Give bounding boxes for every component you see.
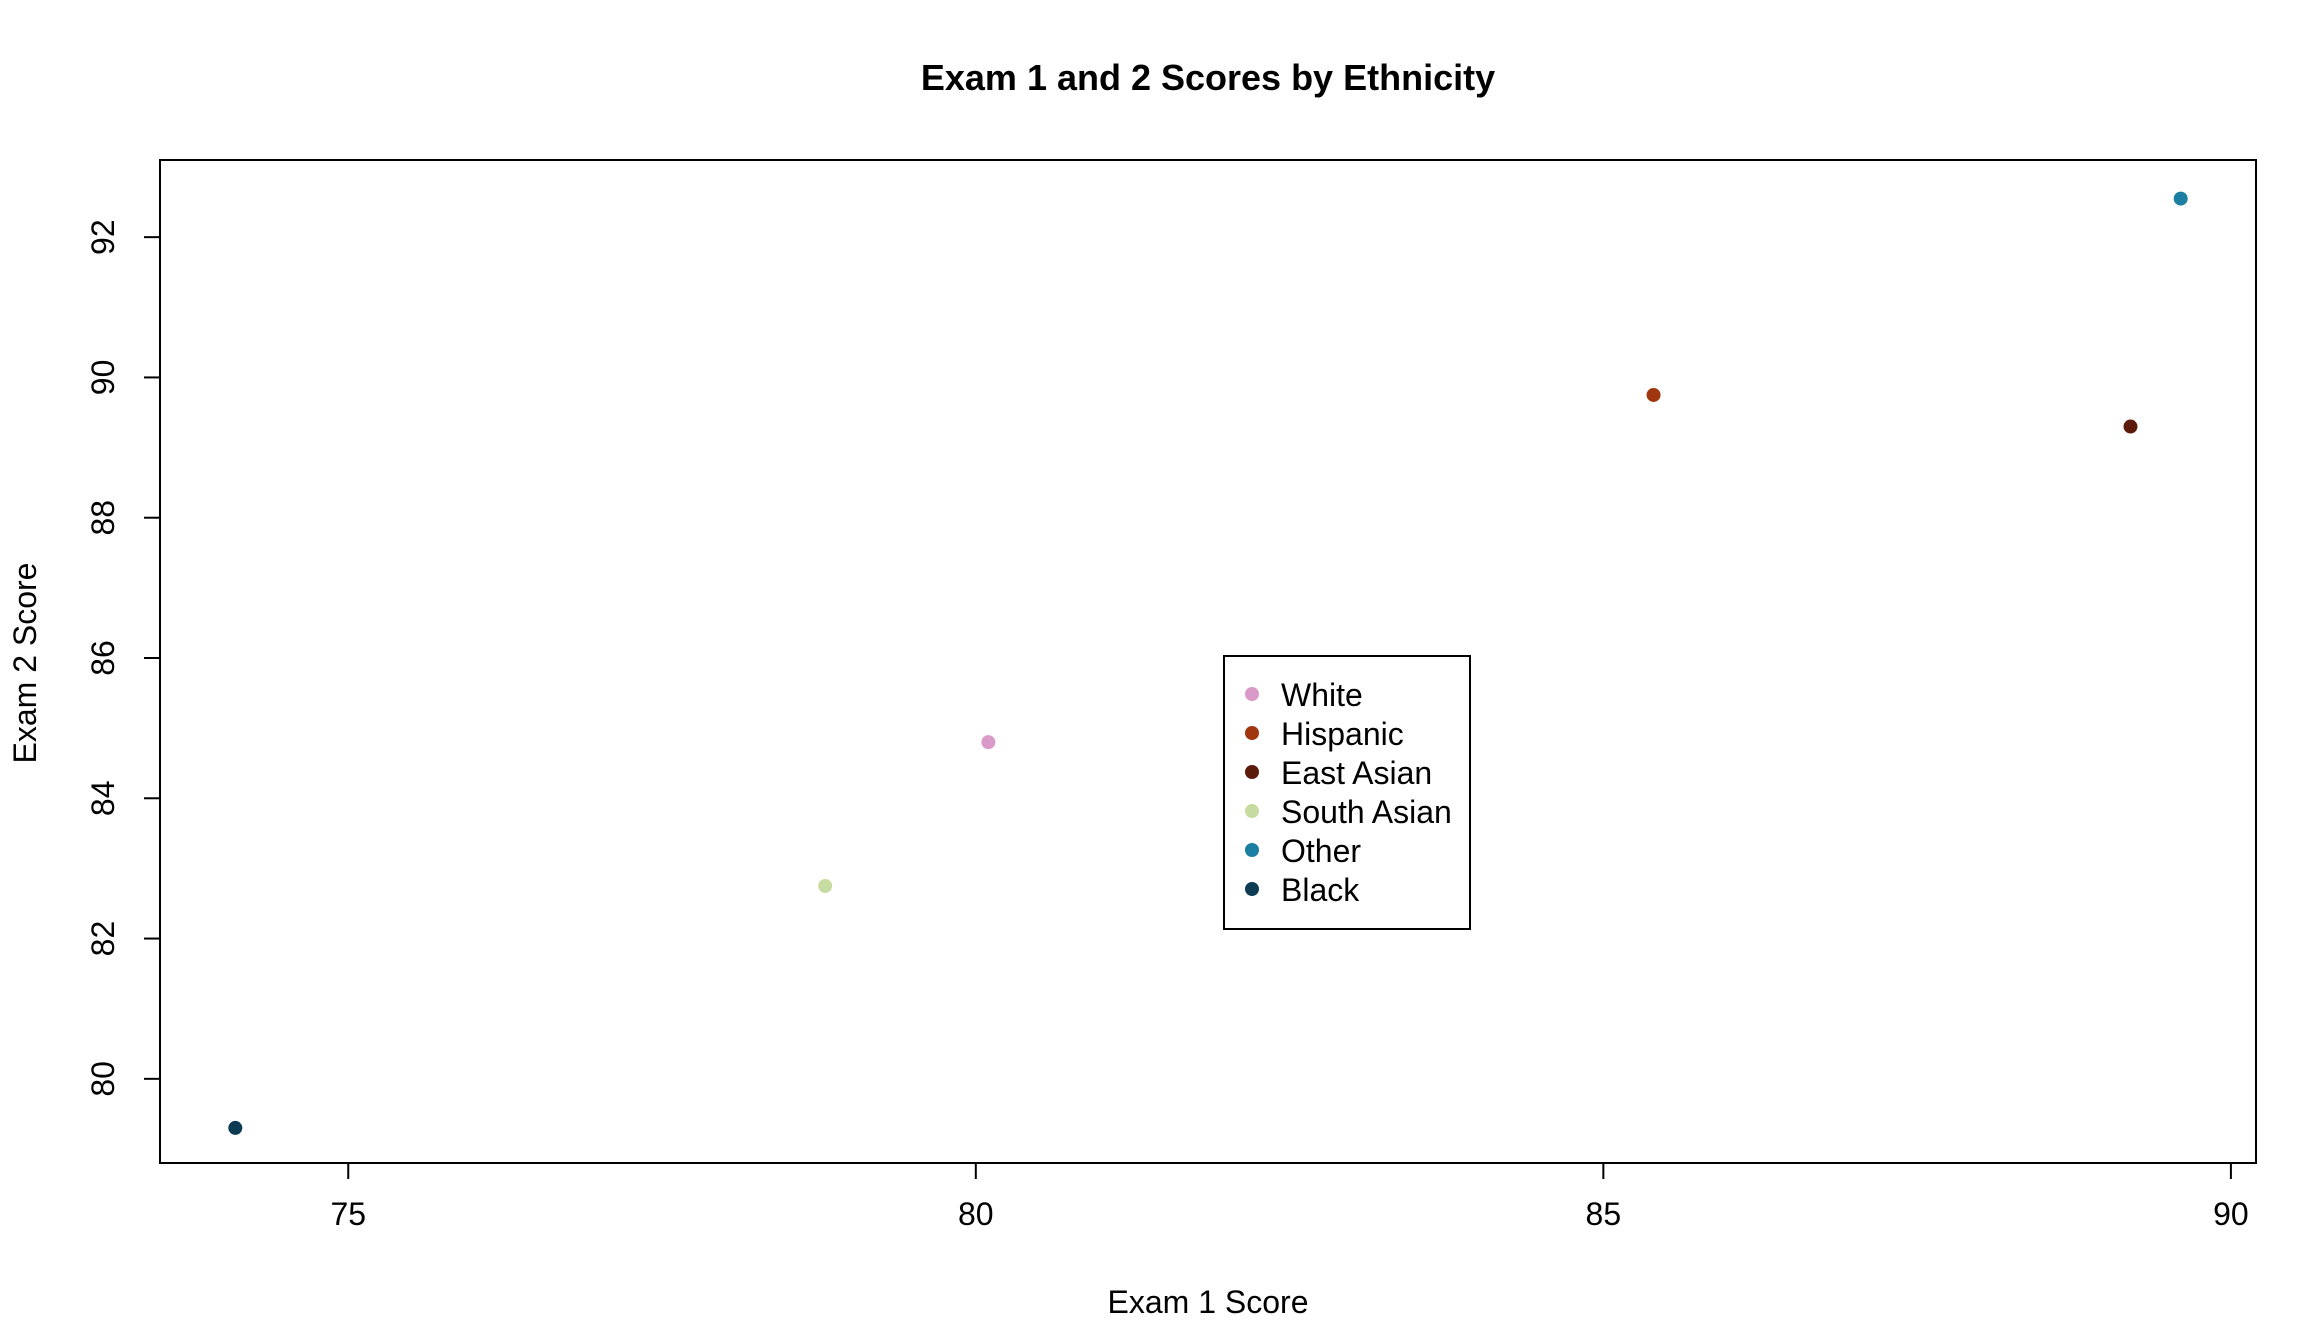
legend-marker — [1245, 687, 1259, 701]
legend-label: East Asian — [1281, 755, 1432, 791]
plot-frame — [159, 159, 2257, 1164]
legend-marker — [1245, 765, 1259, 779]
legend-marker — [1245, 726, 1259, 740]
x-tick-label: 85 — [1586, 1196, 1622, 1232]
data-point-other — [2173, 191, 2188, 206]
y-tick-label: 90 — [85, 360, 121, 396]
y-tick-label: 88 — [85, 500, 121, 536]
x-axis: 75 80 85 90 — [330, 1163, 2249, 1232]
data-point-black — [228, 1120, 243, 1135]
chart-title: Exam 1 and 2 Scores by Ethnicity — [921, 57, 1495, 98]
legend-marker — [1245, 882, 1259, 896]
y-axis-label: Exam 2 Score — [7, 563, 43, 764]
legend-label: Other — [1281, 833, 1361, 869]
x-axis-label: Exam 1 Score — [1108, 1284, 1309, 1320]
x-tick-label: 80 — [958, 1196, 994, 1232]
legend-label: White — [1281, 677, 1363, 713]
y-tick-label: 86 — [85, 640, 121, 676]
y-tick-label: 84 — [85, 780, 121, 816]
legend-label: South Asian — [1281, 794, 1452, 830]
data-point-white — [981, 735, 996, 750]
legend-label: Hispanic — [1281, 716, 1404, 752]
legend-marker — [1245, 843, 1259, 857]
y-tick-label: 82 — [85, 921, 121, 957]
data-points — [228, 191, 2188, 1135]
data-point-south-asian — [818, 878, 833, 893]
legend-box — [1223, 655, 1471, 930]
x-tick-label: 75 — [330, 1196, 366, 1232]
data-point-hispanic — [1646, 387, 1661, 402]
y-tick-label: 92 — [85, 219, 121, 255]
y-tick-label: 80 — [85, 1061, 121, 1097]
y-axis: 80 82 84 86 88 90 92 — [85, 219, 160, 1097]
legend-marker — [1245, 804, 1259, 818]
x-tick-label: 90 — [2213, 1196, 2249, 1232]
legend-label: Black — [1281, 872, 1360, 908]
data-point-east-asian — [2123, 419, 2138, 434]
